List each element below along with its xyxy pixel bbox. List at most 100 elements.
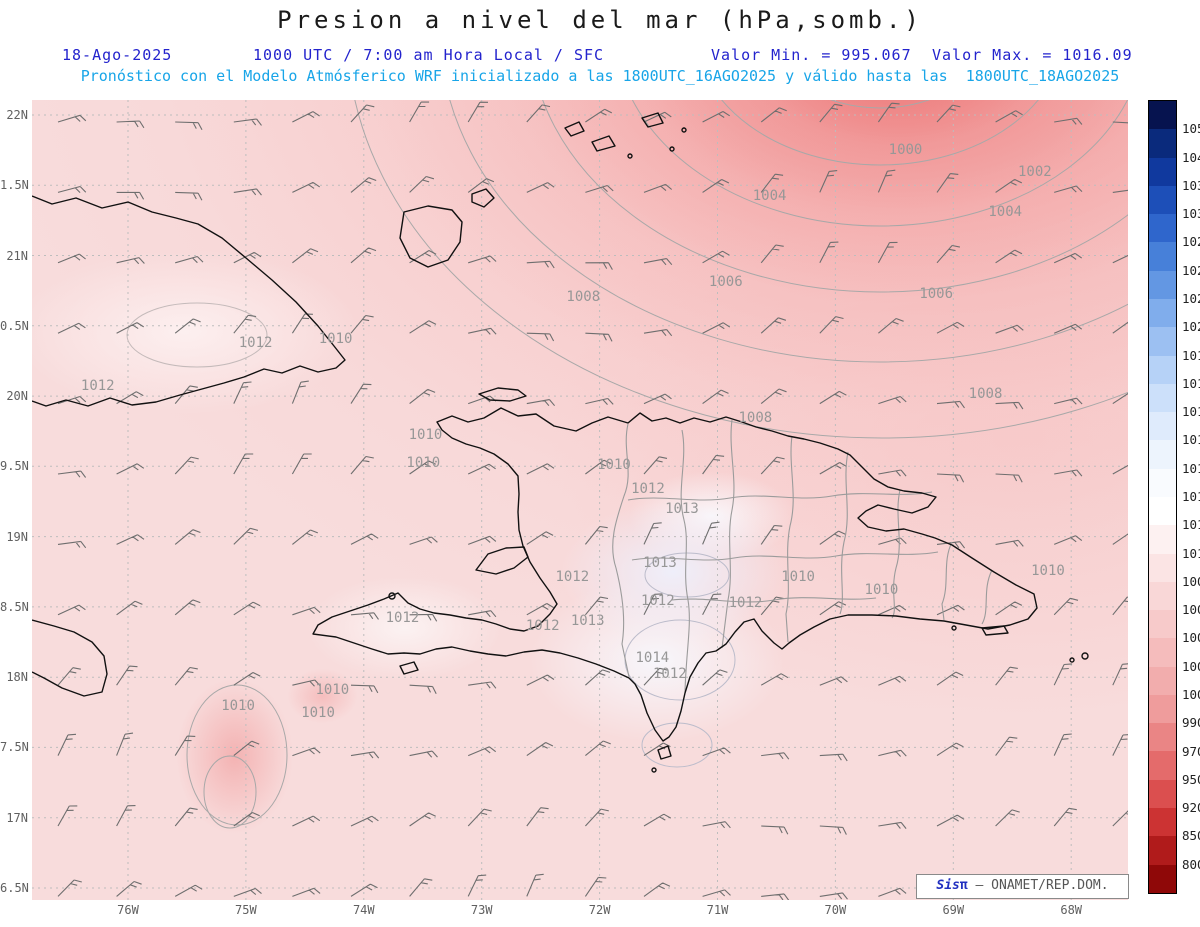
lat-tick-label: 17N xyxy=(6,810,28,825)
colorbar-tick-label: 1020 xyxy=(1182,319,1200,335)
colorbar-tick-label: 1012 xyxy=(1182,517,1200,533)
wind-barb-glyphs xyxy=(57,101,1128,900)
colorbar-segment xyxy=(1149,242,1176,271)
contour-label: 1010 xyxy=(318,331,353,348)
contour-label: 1012 xyxy=(631,480,665,497)
tortuga-island xyxy=(478,387,527,402)
colorbar-segment xyxy=(1149,638,1176,667)
contour-label: 1010 xyxy=(597,456,631,473)
contour-label: 1012 xyxy=(728,595,763,612)
lon-tick-label: 70W xyxy=(824,903,847,917)
saona-island xyxy=(981,625,1009,636)
credit-org: – ONAMET/REP.DOM. xyxy=(967,878,1109,893)
colorbar-tick-label: 950 xyxy=(1182,771,1200,787)
catalina-island xyxy=(951,625,957,631)
colorbar-segment xyxy=(1149,298,1176,328)
colorbar-tick-label: 800 xyxy=(1182,856,1200,872)
colorbar-tick-label: 1017 xyxy=(1182,404,1200,420)
contour-label: 1010 xyxy=(301,704,335,721)
lat-tick-label: 21N xyxy=(6,248,28,263)
colorbar-segment xyxy=(1149,610,1176,639)
lon-tick-label: 74W xyxy=(352,903,375,917)
colorbar-tick-label: 1015 xyxy=(1182,460,1200,476)
province-boundaries xyxy=(612,419,993,693)
contour-label: 1010 xyxy=(406,455,441,472)
contour-label: 1012 xyxy=(525,617,560,634)
colorbar-tick-label: 1010 xyxy=(1182,545,1200,561)
contour-label: 1014 xyxy=(635,650,670,667)
lat-tick-label: 0.5N xyxy=(0,318,29,333)
contour-label: 1008 xyxy=(968,386,1003,403)
contour-label: 1000 xyxy=(888,142,923,159)
grid-lines xyxy=(32,100,1128,900)
pi-symbol: π xyxy=(959,878,968,893)
colorbar-segment xyxy=(1149,440,1176,469)
colorbar-segment xyxy=(1149,129,1176,158)
contour-label: 1004 xyxy=(988,204,1023,220)
lat-tick-label: 7.5N xyxy=(0,740,29,755)
coastlines xyxy=(32,112,1089,773)
contour-label: 1006 xyxy=(919,286,954,303)
colorbar-tick-label: 1035 xyxy=(1182,177,1200,193)
colorbar-tick-label: 850 xyxy=(1182,828,1200,844)
colorbar-segment xyxy=(1149,327,1176,356)
forecast-run-time: 1000 UTC / 7:00 am Hora Local / SFC xyxy=(253,46,605,64)
gonave-island xyxy=(475,546,529,575)
header-line-datetime: 18-Ago-2025 1000 UTC / 7:00 am Hora Loca… xyxy=(0,46,1200,64)
mona-island xyxy=(1081,652,1089,660)
colorbar-segment xyxy=(1149,666,1176,695)
contour-label: 1012 xyxy=(555,568,590,585)
lat-tick-label: 9.5N xyxy=(0,459,29,474)
colorbar-tick-label: 1019 xyxy=(1182,347,1200,363)
colorbar-tick-label: 1025 xyxy=(1182,262,1200,278)
colorbar-segment xyxy=(1149,496,1176,526)
colorbar-tick-label: 1006 xyxy=(1182,602,1200,618)
contour-label: 1012 xyxy=(80,378,115,395)
lon-tick-label: 72W xyxy=(588,903,611,917)
colorbar-tick-label: 990 xyxy=(1182,715,1200,731)
map-area: 1000 1002 1004 1004 1006 1006 1008 1008 1008 1012… xyxy=(32,100,1128,900)
contour-label: 1004 xyxy=(752,188,787,204)
contour-label: 1010 xyxy=(1031,563,1065,580)
colorbar-segment xyxy=(1149,694,1176,724)
colorbar-tick-label: 1016 xyxy=(1182,432,1200,448)
colorbar-tick-label: 1000 xyxy=(1182,687,1200,702)
colorbar-segment xyxy=(1149,383,1176,413)
colorbar-segment xyxy=(1149,468,1176,497)
colorbar-tick-label: 1028 xyxy=(1182,234,1200,250)
colorbar-segment xyxy=(1149,723,1176,752)
contour-label: 1012 xyxy=(640,592,675,609)
pressure-contours xyxy=(126,100,1128,829)
colorbar-segment xyxy=(1149,553,1176,582)
colorbar-tick-label: 920 xyxy=(1182,800,1200,816)
contour-label: 1012 xyxy=(653,666,687,683)
colorbar-tick-label: 1018 xyxy=(1182,375,1200,391)
cayemites-island xyxy=(388,592,396,600)
colorbar-tick-label: 1050 xyxy=(1182,121,1200,137)
colorbar-segment xyxy=(1149,808,1176,837)
beata-island xyxy=(657,745,672,760)
lon-tick-label: 76W xyxy=(117,903,139,917)
lat-tick-label: 1.5N xyxy=(0,178,29,193)
lat-tick-label: 6.5N xyxy=(0,880,29,895)
contour-label: 1002 xyxy=(1017,164,1052,180)
hispaniola-coastline xyxy=(312,407,1038,742)
colorbar-tick-label: 1040 xyxy=(1182,149,1200,165)
colorbar xyxy=(1148,100,1177,894)
colorbar-tick-label: 1013 xyxy=(1182,489,1200,504)
lat-tick-label: 18N xyxy=(6,670,28,685)
colorbar-segment xyxy=(1149,751,1176,780)
turks-caicos-islands xyxy=(564,112,664,152)
colorbar-tick-label: 1002 xyxy=(1182,658,1200,674)
colorbar-tick-label: 1004 xyxy=(1182,630,1200,646)
credit-badge: Sisπ – ONAMET/REP.DOM. xyxy=(916,874,1129,899)
lon-tick-label: 71W xyxy=(706,903,729,917)
contour-label: 1010 xyxy=(781,568,815,585)
wind-barbs xyxy=(57,101,1128,900)
contour-label: 1006 xyxy=(708,274,743,291)
contour-label: 1013 xyxy=(570,612,605,629)
colorbar-segment xyxy=(1149,101,1176,130)
contour-label: 1010 xyxy=(408,427,443,444)
